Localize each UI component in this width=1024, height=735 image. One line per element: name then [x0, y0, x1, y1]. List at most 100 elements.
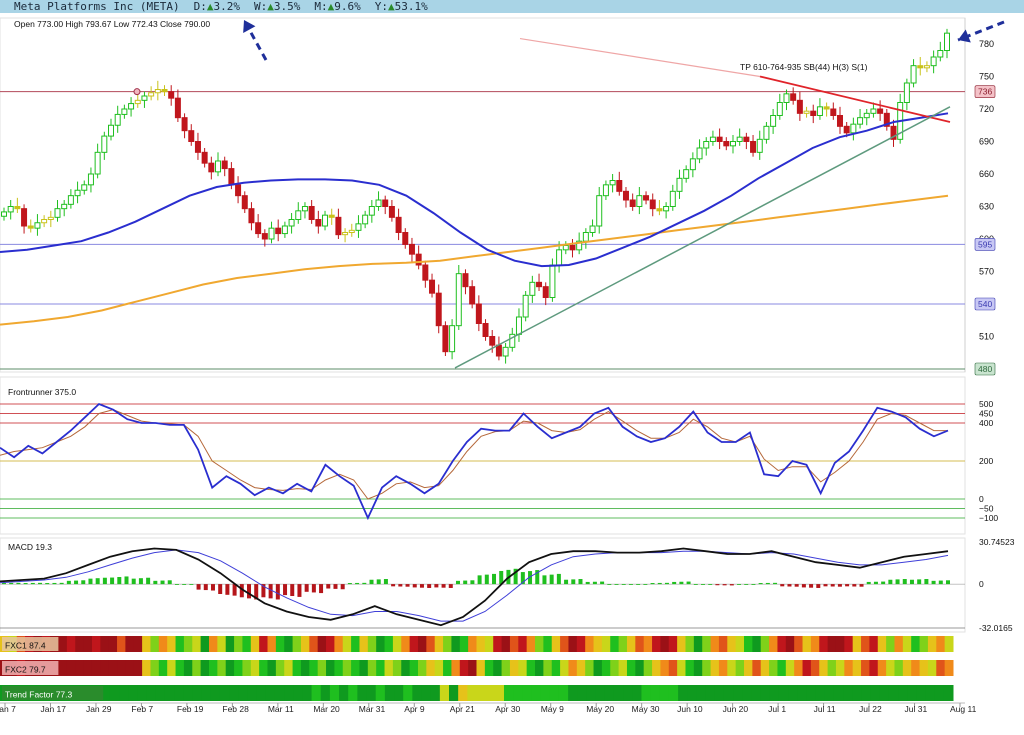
macd-histogram-bar: [607, 584, 612, 585]
return-label: D:: [193, 0, 207, 13]
heat-cell: [540, 685, 551, 701]
candle: [281, 221, 288, 238]
heat-cell: [342, 660, 352, 676]
candle: [61, 200, 68, 217]
candle-body: [41, 219, 48, 224]
candle-body: [823, 106, 830, 110]
heat-cell: [117, 636, 126, 652]
x-tick-label: Mar 20: [313, 704, 340, 714]
candle-body: [114, 113, 121, 126]
candle: [382, 195, 389, 215]
candle-body: [21, 208, 28, 227]
heat-cell: [351, 636, 360, 652]
macd-histogram-bar: [427, 584, 432, 588]
macd-histogram-bar: [881, 581, 886, 585]
heat-cell: [943, 685, 954, 701]
heat-cell: [551, 636, 561, 652]
heat-cell: [513, 685, 523, 701]
heat-cell: [660, 660, 670, 676]
price-tag-736: 736: [974, 85, 996, 98]
macd-histogram-bar: [902, 579, 907, 585]
heat-cell: [879, 685, 890, 701]
candle-body: [7, 206, 14, 213]
heat-cell: [835, 660, 845, 676]
macd-histogram-bar: [2, 583, 6, 585]
heat-cell: [412, 685, 423, 701]
macd-histogram-bar: [419, 584, 424, 588]
macd-histogram-bar: [174, 584, 179, 585]
heat-cell: [334, 660, 344, 676]
heat-cell: [843, 685, 853, 701]
candle: [569, 239, 576, 258]
candle-body: [663, 206, 670, 212]
heat-cell: [531, 685, 542, 701]
return-value: 53.1%: [394, 0, 428, 13]
macd-signal-line: [0, 549, 949, 622]
macd-histogram-bar: [931, 580, 936, 585]
heat-cell: [870, 685, 881, 701]
heat-cell: [449, 685, 459, 701]
candle-body: [261, 233, 268, 240]
heat-cell: [108, 636, 118, 652]
heat-cell: [326, 660, 335, 676]
candle: [803, 106, 810, 118]
macd-histogram-bar: [88, 578, 93, 585]
heat-bars: FXC1 87.4 FXC2 79.7 Trend Factor 77.3: [0, 636, 954, 701]
candle-body: [161, 89, 168, 93]
x-tick-label: Apr 30: [495, 704, 520, 714]
candle: [87, 167, 94, 193]
heat-cell: [66, 636, 76, 652]
candle-body: [776, 102, 783, 116]
heat-cell: [744, 660, 753, 676]
candle-body: [395, 216, 402, 233]
heat-cell: [229, 685, 239, 701]
candle: [74, 181, 81, 204]
heat-cell: [659, 685, 670, 701]
candle: [301, 202, 308, 219]
candle: [67, 189, 74, 209]
heat-cell: [586, 685, 597, 701]
heat-cell: [267, 636, 277, 652]
stock-chart[interactable]: 780750720690660630600570510736595540480O…: [0, 13, 1024, 735]
heat-cell: [852, 660, 862, 676]
candle-body: [87, 173, 94, 186]
heat-cell: [677, 660, 686, 676]
candle: [395, 208, 402, 241]
candle-body: [923, 65, 930, 69]
candle: [923, 61, 930, 73]
heat-label: FXC1 87.4: [5, 641, 46, 651]
candle: [141, 91, 148, 108]
candle-body: [47, 216, 54, 220]
candle-body: [870, 108, 877, 114]
heat-cell: [334, 636, 344, 652]
heat-cell: [75, 636, 85, 652]
heat-cell: [535, 660, 544, 676]
macd-histogram-bar: [592, 581, 597, 585]
candle-body: [482, 323, 489, 337]
heat-cell: [560, 660, 569, 676]
macd-histogram-bar: [484, 574, 489, 585]
heat-cell: [357, 685, 368, 701]
x-tick-label: May 20: [586, 704, 614, 714]
candle-body: [723, 141, 730, 147]
heat-cell: [259, 636, 269, 652]
heat-cell: [309, 636, 319, 652]
heat-cell: [641, 685, 652, 701]
macd-histogram-bar: [679, 581, 684, 585]
candle: [602, 180, 609, 200]
heat-cell: [409, 660, 419, 676]
x-tick-label: May 30: [632, 704, 660, 714]
candle: [348, 223, 355, 237]
candle: [128, 97, 135, 117]
up-arrow-icon: ▲: [206, 0, 214, 13]
candle-body: [382, 199, 389, 207]
heat-cell: [911, 636, 921, 652]
return-y: Y:▲53.1%: [375, 0, 428, 13]
candle-body: [241, 195, 248, 210]
macd-tick-label: -32.0165: [979, 623, 1013, 633]
candle-body: [228, 168, 235, 186]
heat-cell: [735, 660, 745, 676]
candle-body: [388, 206, 395, 218]
heat-cell: [710, 660, 720, 676]
heat-cell: [877, 660, 887, 676]
